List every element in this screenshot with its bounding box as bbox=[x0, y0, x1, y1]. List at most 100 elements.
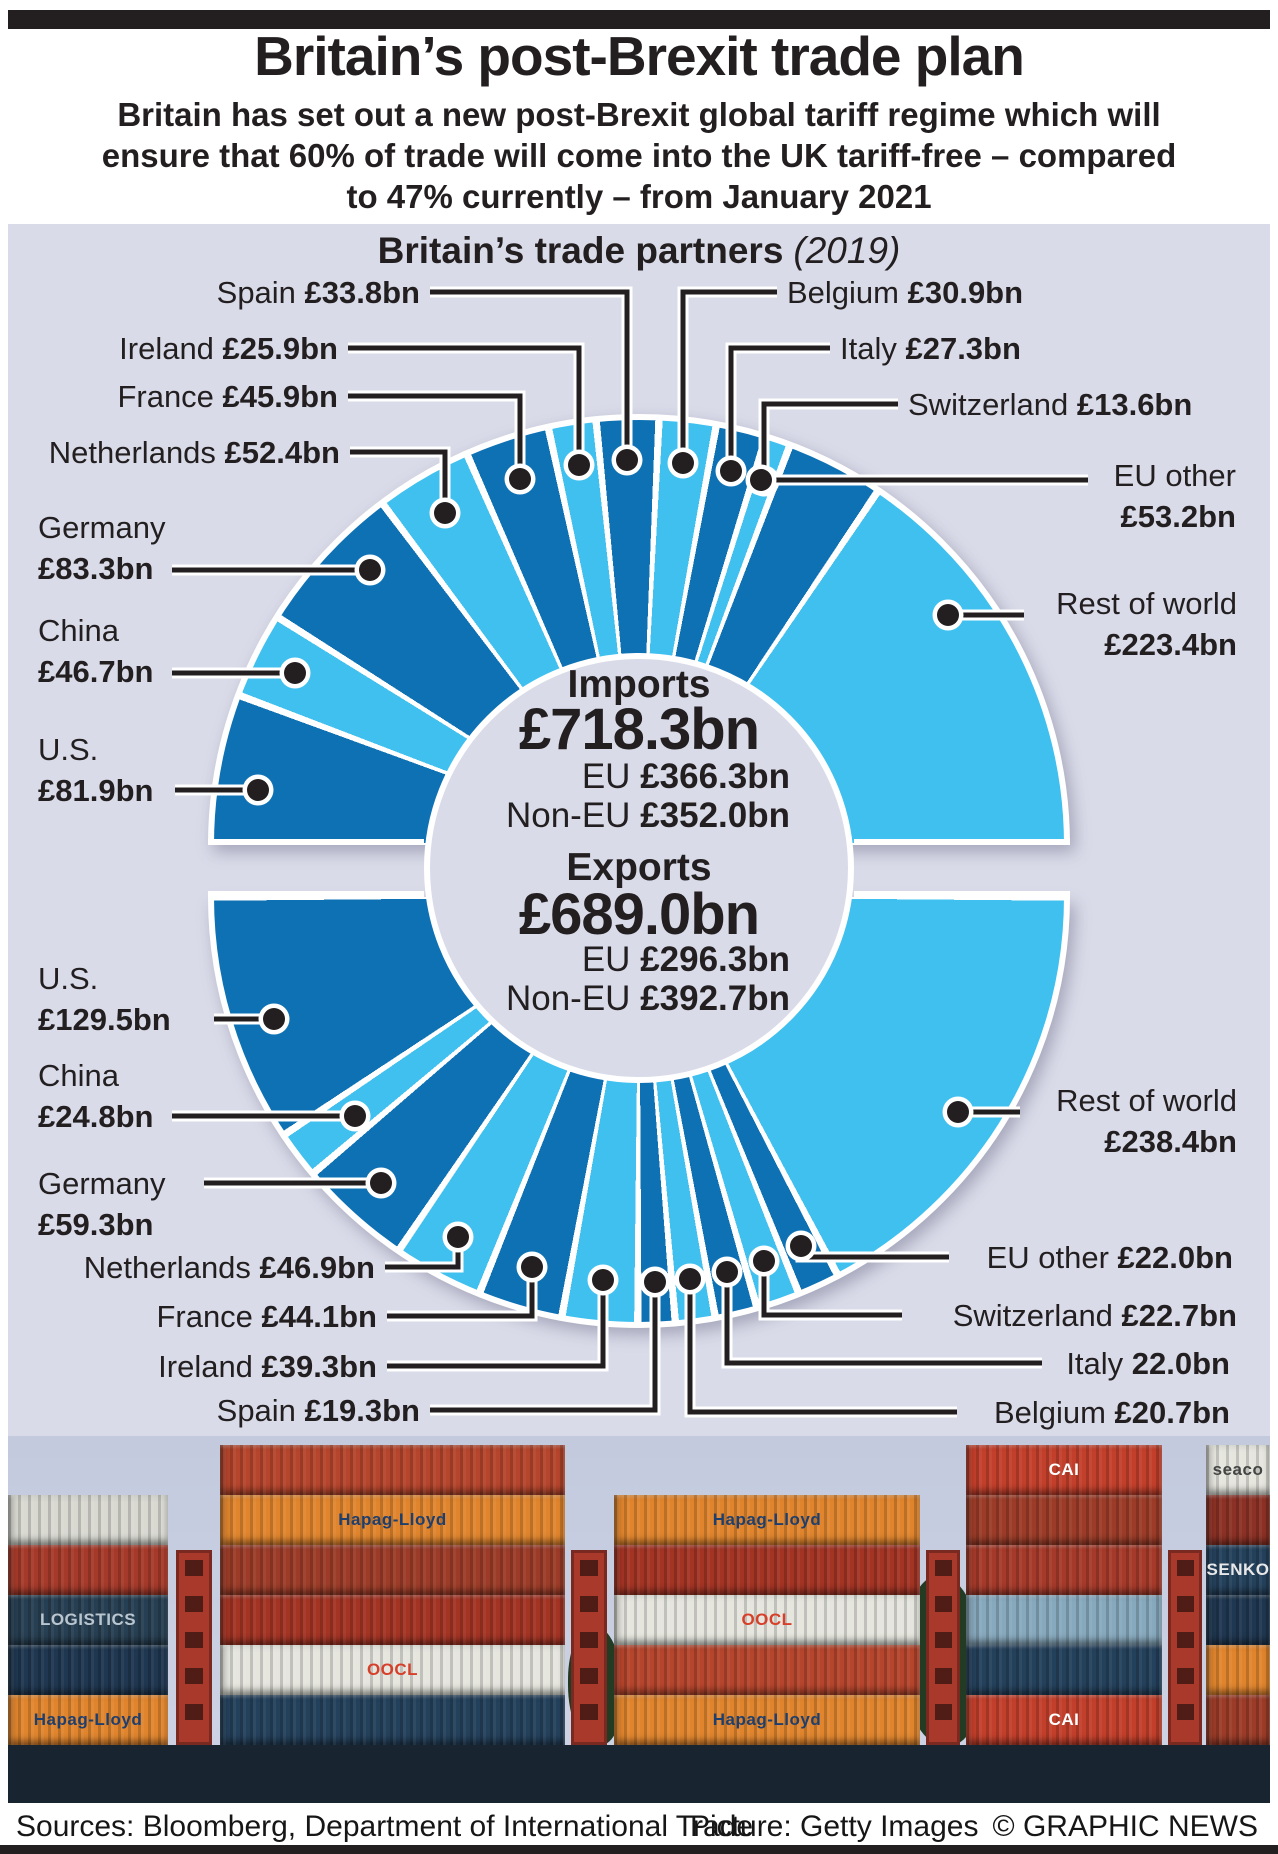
shipping-container: LOGISTICS bbox=[8, 1595, 168, 1645]
label-imports-italy: Italy £27.3bn bbox=[840, 331, 1021, 366]
imports-eu-breakdown: EU £366.3bn Non-EU £352.0bn bbox=[506, 757, 790, 835]
footer-picture-credit: Picture: Getty Images bbox=[690, 1810, 979, 1843]
label-imports-france: France £45.9bn bbox=[117, 379, 338, 414]
label-imports-switzerland: Switzerland £13.6bn bbox=[908, 387, 1193, 422]
container-brand-label: SENKO bbox=[1206, 1560, 1270, 1579]
shipping-container bbox=[966, 1495, 1162, 1545]
container-brand-label: seaco bbox=[1212, 1460, 1264, 1479]
exports-eu-label: EU bbox=[581, 940, 631, 979]
label-exports-u-s-: U.S. £129.5bn bbox=[38, 961, 171, 1037]
label-imports-germany: Germany £83.3bn bbox=[38, 510, 166, 586]
shipping-container bbox=[220, 1695, 565, 1745]
exports-eu-breakdown: EU £296.3bn Non-EU £392.7bn bbox=[506, 940, 790, 1018]
container-brand-label: Hapag-Lloyd bbox=[712, 1510, 822, 1529]
container-brand-label: Hapag-Lloyd bbox=[33, 1710, 143, 1729]
ship-hull bbox=[8, 1745, 1270, 1803]
shipping-container: Hapag-Lloyd bbox=[220, 1495, 565, 1545]
shipping-container bbox=[614, 1645, 920, 1695]
container-stack: LOGISTICS Hapag-Lloyd bbox=[8, 1495, 168, 1745]
shipping-container bbox=[966, 1595, 1162, 1645]
shipping-container bbox=[220, 1595, 565, 1645]
shipping-container: OOCL bbox=[220, 1645, 565, 1695]
footer-copyright: © GRAPHIC NEWS bbox=[992, 1810, 1258, 1843]
shipping-container: CAI bbox=[966, 1445, 1162, 1495]
container-brand-label: OOCL bbox=[741, 1610, 793, 1629]
container-brand-label: Hapag-Lloyd bbox=[338, 1510, 447, 1529]
shipping-container: SENKO bbox=[1206, 1545, 1270, 1595]
imports-noneu-label: Non-EU bbox=[505, 796, 631, 835]
imports-noneu-value: £352.0bn bbox=[640, 796, 790, 835]
exports-noneu-value: £392.7bn bbox=[640, 979, 790, 1018]
imports-eu-label: EU bbox=[581, 757, 631, 796]
shipping-container bbox=[1206, 1595, 1270, 1645]
container-stack: Hapag-Lloyd OOCL Hapag-Lloyd bbox=[614, 1495, 920, 1745]
chord-edge bbox=[208, 891, 424, 897]
shipping-container: Hapag-Lloyd bbox=[8, 1695, 168, 1745]
label-imports-eu-other: EU other £53.2bn bbox=[1113, 458, 1236, 534]
imports-eu-value: £366.3bn bbox=[640, 757, 790, 796]
label-exports-ireland: Ireland £39.3bn bbox=[158, 1349, 377, 1384]
exports-noneu-label: Non-EU bbox=[505, 979, 631, 1018]
container-photo: LOGISTICS Hapag-Lloyd Hapag-Lloyd OOCL Hapag… bbox=[8, 1436, 1270, 1803]
label-exports-germany: Germany £59.3bn bbox=[38, 1166, 166, 1242]
shipping-container bbox=[966, 1545, 1162, 1595]
label-imports-netherlands: Netherlands £52.4bn bbox=[48, 435, 340, 470]
exports-eu-value: £296.3bn bbox=[640, 940, 790, 979]
footer-sources: Sources: Bloomberg, Department of Intern… bbox=[16, 1810, 754, 1843]
container-stack: CAI CAI bbox=[966, 1445, 1162, 1745]
chart-title-year: (2019) bbox=[793, 230, 901, 271]
shipping-container: seaco bbox=[1206, 1445, 1270, 1495]
shipping-container: OOCL bbox=[614, 1595, 920, 1645]
label-exports-switzerland: Switzerland £22.7bn bbox=[952, 1298, 1237, 1333]
shipping-container bbox=[1206, 1495, 1270, 1545]
chord-edge bbox=[208, 839, 424, 845]
label-exports-china: China £24.8bn bbox=[38, 1058, 154, 1134]
shipping-container bbox=[614, 1545, 920, 1595]
bottom-rule-bar bbox=[0, 1845, 1278, 1854]
donut-hole bbox=[424, 653, 854, 1083]
shipping-container: Hapag-Lloyd bbox=[614, 1695, 920, 1745]
crane-post bbox=[1168, 1550, 1202, 1745]
label-exports-netherlands: Netherlands £46.9bn bbox=[83, 1250, 375, 1285]
crane-post bbox=[926, 1550, 960, 1745]
label-exports-belgium: Belgium £20.7bn bbox=[993, 1395, 1230, 1430]
label-imports-china: China £46.7bn bbox=[38, 613, 154, 689]
container-stack: Hapag-Lloyd OOCL bbox=[220, 1445, 565, 1745]
top-rule-bar bbox=[8, 10, 1270, 29]
label-imports-spain: Spain £33.8bn bbox=[216, 275, 420, 310]
chord-edge bbox=[854, 891, 1070, 897]
container-brand-label: OOCL bbox=[366, 1660, 419, 1679]
container-brand-label: CAI bbox=[1048, 1460, 1080, 1479]
label-exports-eu-other: EU other £22.0bn bbox=[986, 1240, 1233, 1275]
label-exports-italy: Italy 22.0bn bbox=[1066, 1346, 1230, 1381]
page-title: Britain’s post-Brexit trade plan bbox=[254, 25, 1025, 87]
container-brand-label: LOGISTICS bbox=[39, 1610, 137, 1629]
shipping-container bbox=[1206, 1645, 1270, 1695]
page-subtitle: Britain has set out a new post-Brexit gl… bbox=[101, 96, 1177, 215]
imports-total: £718.3bn bbox=[518, 697, 760, 762]
label-imports-u-s-: U.S. £81.9bn bbox=[38, 732, 154, 808]
label-imports-rest-of-world: Rest of world £223.4bn bbox=[1056, 586, 1237, 662]
shipping-container: CAI bbox=[966, 1695, 1162, 1745]
container-brand-label: CAI bbox=[1048, 1710, 1080, 1729]
crane-post bbox=[176, 1550, 212, 1745]
shipping-container bbox=[8, 1545, 168, 1595]
chart-title: Britain’s trade partners (2019) bbox=[0, 230, 1278, 272]
label-exports-spain: Spain £19.3bn bbox=[216, 1393, 420, 1428]
imports-title: Imports bbox=[567, 663, 711, 706]
chart-title-text: Britain’s trade partners bbox=[377, 230, 784, 271]
exports-total: £689.0bn bbox=[518, 882, 760, 947]
shipping-container: Hapag-Lloyd bbox=[614, 1495, 920, 1545]
shipping-container bbox=[220, 1545, 565, 1595]
crane-post bbox=[571, 1550, 607, 1745]
exports-title: Exports bbox=[566, 846, 712, 889]
shipping-container bbox=[966, 1645, 1162, 1695]
label-exports-france: France £44.1bn bbox=[156, 1299, 377, 1334]
shipping-container bbox=[8, 1495, 168, 1545]
label-imports-ireland: Ireland £25.9bn bbox=[119, 331, 338, 366]
label-exports-rest-of-world: Rest of world £238.4bn bbox=[1056, 1083, 1237, 1159]
label-imports-belgium: Belgium £30.9bn bbox=[787, 275, 1024, 310]
shipping-container bbox=[1206, 1695, 1270, 1745]
container-brand-label: Hapag-Lloyd bbox=[712, 1710, 822, 1729]
